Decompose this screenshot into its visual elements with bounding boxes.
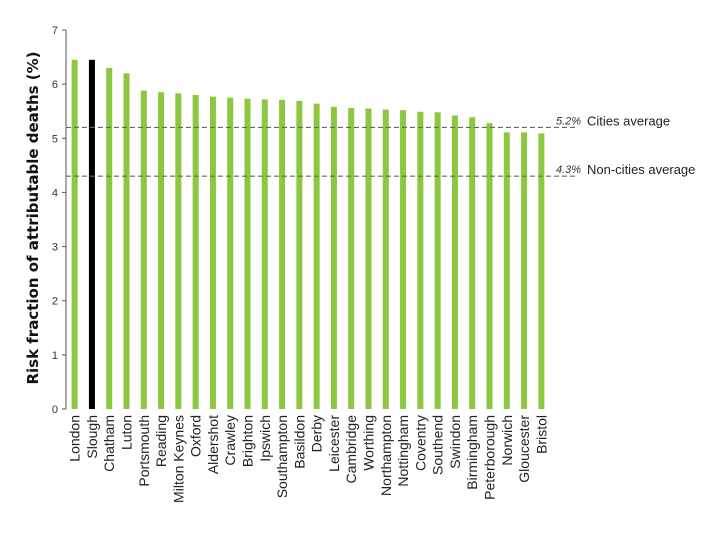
x-tick-label: Birmingham bbox=[464, 415, 480, 490]
y-tick-label: 0 bbox=[52, 404, 58, 416]
x-tick-label: Swindon bbox=[447, 415, 463, 469]
x-tick-label: Norwich bbox=[499, 415, 515, 466]
bar-derby bbox=[313, 103, 320, 410]
x-tick-label: Luton bbox=[119, 415, 135, 450]
bar-swindon bbox=[451, 115, 458, 409]
average-name-label: Cities average bbox=[587, 113, 670, 128]
average-value-label: 5.2% bbox=[556, 115, 581, 127]
x-tick-label: Southend bbox=[430, 415, 446, 475]
bar-nottingham bbox=[400, 110, 407, 409]
average-name-label: Non-cities average bbox=[587, 162, 695, 177]
bar-milton-keynes bbox=[175, 93, 182, 410]
x-tick-label: Coventry bbox=[412, 415, 428, 471]
bars bbox=[71, 59, 545, 410]
x-tick-label: Gloucester bbox=[516, 415, 532, 483]
y-tick-label: 1 bbox=[52, 350, 58, 362]
bar-luton bbox=[123, 73, 130, 410]
bar-brighton bbox=[244, 98, 251, 410]
x-tick-label: Derby bbox=[309, 415, 325, 452]
x-tick-label: Chatham bbox=[101, 415, 117, 472]
x-tick-label: Northampton bbox=[378, 415, 394, 496]
y-axis-title: Risk fraction of attributable deaths (%) bbox=[24, 51, 42, 384]
y-tick-label: 4 bbox=[52, 187, 58, 199]
x-tick-label: Nottingham bbox=[395, 415, 411, 487]
y-tick-label: 6 bbox=[52, 79, 58, 91]
bar-worthing bbox=[365, 108, 372, 409]
x-tick-label: Worthing bbox=[361, 415, 377, 471]
y-axis: 0 1 2 3 4 5 6 7 bbox=[52, 25, 67, 416]
x-tick-label: Portsmouth bbox=[136, 415, 152, 487]
bar-bristol bbox=[538, 133, 545, 410]
x-tick-label: Oxford bbox=[188, 415, 204, 457]
x-axis-labels: London Slough Chatham Luton Portsmouth Readin… bbox=[67, 415, 550, 503]
x-tick-label: Aldershot bbox=[205, 415, 221, 474]
y-tick-label: 5 bbox=[52, 133, 58, 145]
x-tick-label: Crawley bbox=[222, 415, 238, 466]
x-tick-label: Basildon bbox=[291, 415, 307, 469]
y-tick-label: 2 bbox=[52, 296, 58, 308]
bar-chatham bbox=[106, 67, 113, 410]
x-tick-label: Southampton bbox=[274, 415, 290, 498]
bar-aldershot bbox=[209, 96, 216, 410]
x-tick-label: Bristol bbox=[533, 415, 549, 454]
bar-peterborough bbox=[486, 123, 493, 409]
bar-leicester bbox=[330, 106, 337, 409]
bar-ipswich bbox=[261, 99, 268, 409]
bar-crawley bbox=[227, 97, 234, 409]
bar-norwich bbox=[503, 132, 510, 409]
y-tick-label: 7 bbox=[52, 25, 58, 37]
bar-southampton bbox=[279, 99, 286, 409]
y-tick-label: 3 bbox=[52, 242, 58, 254]
x-tick-label: Leicester bbox=[326, 415, 342, 472]
x-tick-label: Peterborough bbox=[482, 415, 498, 500]
bar-northampton bbox=[382, 109, 389, 409]
bar-basildon bbox=[296, 100, 303, 410]
reference-lines: 5.2% Cities average 4.3% Non-cities average bbox=[66, 113, 695, 177]
x-tick-label: Cambridge bbox=[343, 415, 359, 484]
x-tick-label: London bbox=[67, 415, 83, 462]
x-tick-label: Brighton bbox=[240, 415, 256, 467]
x-tick-label: Milton Keynes bbox=[170, 415, 186, 503]
bar-london bbox=[71, 59, 78, 410]
x-tick-label: Ipswich bbox=[257, 415, 273, 462]
bar-southend bbox=[434, 112, 441, 409]
bar-portsmouth bbox=[140, 90, 147, 409]
bar-slough bbox=[88, 59, 95, 410]
bar-reading bbox=[158, 92, 165, 409]
bar-coventry bbox=[417, 111, 424, 410]
bar-gloucester bbox=[521, 132, 528, 409]
average-value-label: 4.3% bbox=[556, 164, 581, 176]
x-tick-label: Reading bbox=[153, 415, 169, 467]
bar-oxford bbox=[192, 94, 199, 409]
bar-cambridge bbox=[348, 107, 355, 410]
x-tick-label: Slough bbox=[84, 415, 100, 459]
bar-birmingham bbox=[469, 117, 476, 410]
